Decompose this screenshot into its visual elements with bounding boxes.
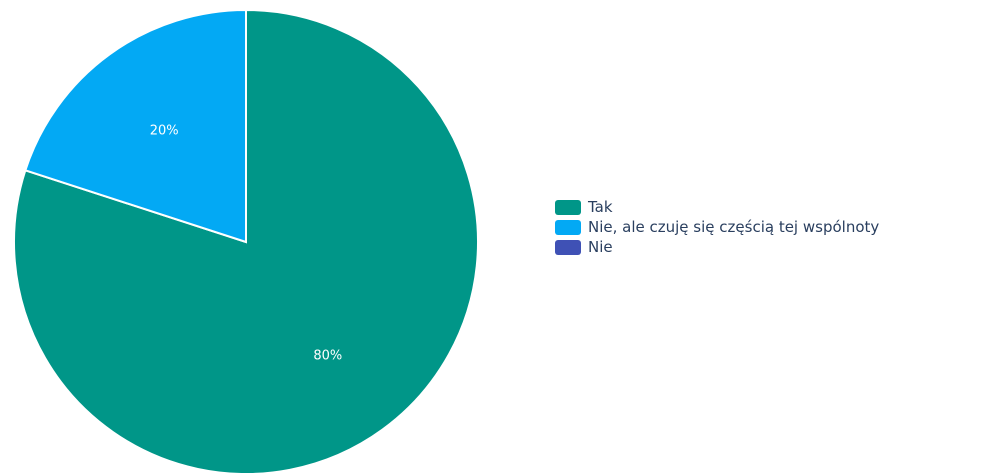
- pie-slice-nie-ale[interactable]: [24, 8, 247, 244]
- legend-swatch-nie: [555, 239, 581, 255]
- legend-swatch-nie-ale: [555, 219, 581, 235]
- legend-item-tak[interactable]: Tak: [555, 197, 879, 217]
- legend: Tak Nie, ale czuję się częścią tej wspól…: [555, 197, 879, 257]
- legend-label-nie: Nie: [588, 238, 613, 256]
- pie-slices: [13, 8, 479, 473]
- pie-slice-labels: 80% 20%: [150, 123, 343, 363]
- legend-item-nie[interactable]: Nie: [555, 237, 879, 257]
- legend-label-nie-ale: Nie, ale czuję się częścią tej wspólnoty: [588, 218, 880, 236]
- slice-label-nie-ale: 20%: [150, 123, 179, 138]
- legend-swatch-tak: [555, 199, 581, 215]
- legend-item-nie-ale[interactable]: Nie, ale czuję się częścią tej wspólnoty: [555, 217, 879, 237]
- slice-label-tak: 80%: [313, 349, 342, 364]
- legend-label-tak: Tak: [588, 198, 613, 216]
